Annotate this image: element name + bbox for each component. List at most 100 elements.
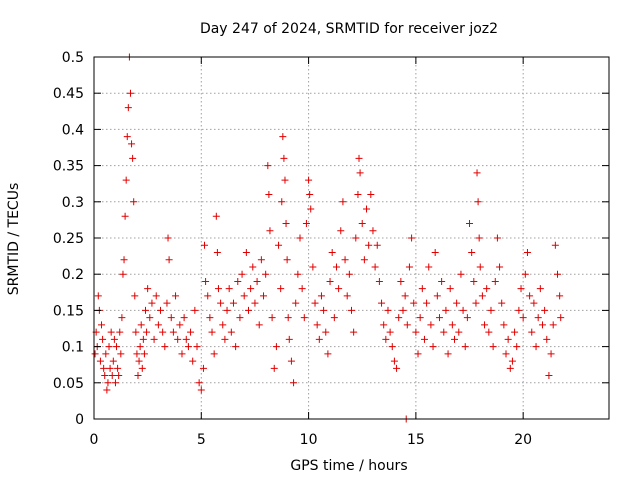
data-point — [475, 234, 483, 242]
data-point — [157, 306, 165, 314]
data-point — [408, 234, 416, 242]
data-point — [405, 263, 413, 271]
data-point — [214, 285, 222, 293]
data-point — [140, 350, 148, 358]
data-point — [238, 270, 246, 278]
y-tick-label: 0.3 — [62, 195, 84, 211]
data-point — [427, 321, 435, 329]
data-point — [184, 343, 192, 351]
data-point — [446, 285, 454, 293]
data-point — [532, 343, 540, 351]
data-point — [448, 321, 456, 329]
data-point — [403, 321, 411, 329]
data-point — [317, 292, 325, 300]
data-point — [137, 321, 145, 329]
data-point — [412, 328, 420, 336]
data-point — [508, 357, 516, 365]
data-point — [378, 299, 386, 307]
data-point — [365, 241, 373, 249]
data-point — [136, 343, 144, 351]
data-point — [282, 220, 290, 228]
data-point — [481, 321, 489, 329]
data-point — [154, 321, 162, 329]
data-point — [118, 314, 126, 322]
data-point — [225, 285, 233, 293]
data-point — [217, 299, 225, 307]
data-point — [345, 270, 353, 278]
data-point — [266, 227, 274, 235]
data-point — [178, 350, 186, 358]
y-tick-label: 0.25 — [53, 231, 84, 247]
data-point — [290, 379, 298, 387]
data-point — [414, 350, 422, 358]
y-tick-label: 0.2 — [62, 267, 84, 283]
data-point — [343, 292, 351, 300]
data-point — [476, 263, 484, 271]
data-point — [221, 335, 229, 343]
data-point — [292, 299, 300, 307]
data-point — [135, 357, 143, 365]
y-tick-label: 0 — [75, 412, 84, 428]
data-point — [182, 335, 190, 343]
data-point — [554, 270, 561, 278]
data-point — [165, 256, 173, 264]
data-point — [130, 198, 138, 206]
data-point — [227, 328, 235, 336]
data-point — [255, 321, 263, 329]
y-tick-label: 0.5 — [62, 50, 84, 66]
data-point — [206, 314, 214, 322]
data-point — [420, 335, 428, 343]
data-point — [219, 321, 227, 329]
data-point — [242, 248, 250, 256]
data-point — [284, 314, 292, 322]
data-point — [543, 335, 551, 343]
data-point — [260, 292, 268, 300]
data-point — [491, 277, 499, 285]
data-point — [496, 263, 504, 271]
data-point — [150, 335, 158, 343]
data-point — [393, 364, 401, 372]
data-point — [557, 314, 565, 322]
data-point — [355, 154, 363, 162]
data-point — [287, 357, 295, 365]
data-point — [212, 212, 220, 220]
data-point — [519, 314, 527, 322]
data-point — [115, 372, 123, 380]
x-axis: 0 5 10 15 20 — [90, 57, 532, 448]
data-point — [363, 205, 371, 213]
data-point — [324, 350, 332, 358]
x-tick-label: 0 — [90, 432, 99, 448]
data-point — [302, 220, 310, 228]
data-point — [143, 328, 151, 336]
data-point — [119, 270, 127, 278]
data-point — [526, 292, 534, 300]
chart-title: Day 247 of 2024, SRMTID for receiver joz… — [200, 21, 498, 37]
data-point — [249, 263, 257, 271]
data-point — [466, 220, 474, 228]
y-tick-label: 0.45 — [53, 86, 84, 102]
data-point — [189, 357, 197, 365]
data-point — [547, 350, 555, 358]
data-point — [451, 335, 458, 343]
data-point — [487, 306, 495, 314]
data-point — [305, 176, 313, 184]
data-point — [123, 133, 131, 141]
data-point — [195, 379, 203, 387]
data-point — [107, 328, 115, 336]
data-point — [108, 372, 116, 380]
data-point — [431, 248, 439, 256]
data-point — [251, 299, 259, 307]
data-point — [111, 379, 119, 387]
data-point — [199, 364, 207, 372]
data-point — [473, 169, 481, 177]
data-point — [515, 306, 523, 314]
data-point — [350, 328, 358, 336]
data-point — [455, 328, 463, 336]
data-point — [281, 176, 289, 184]
x-tick-label: 20 — [514, 432, 532, 448]
data-point — [375, 277, 383, 285]
data-point — [478, 292, 486, 300]
data-point — [506, 364, 514, 372]
data-point — [245, 306, 252, 314]
data-point — [541, 306, 549, 314]
